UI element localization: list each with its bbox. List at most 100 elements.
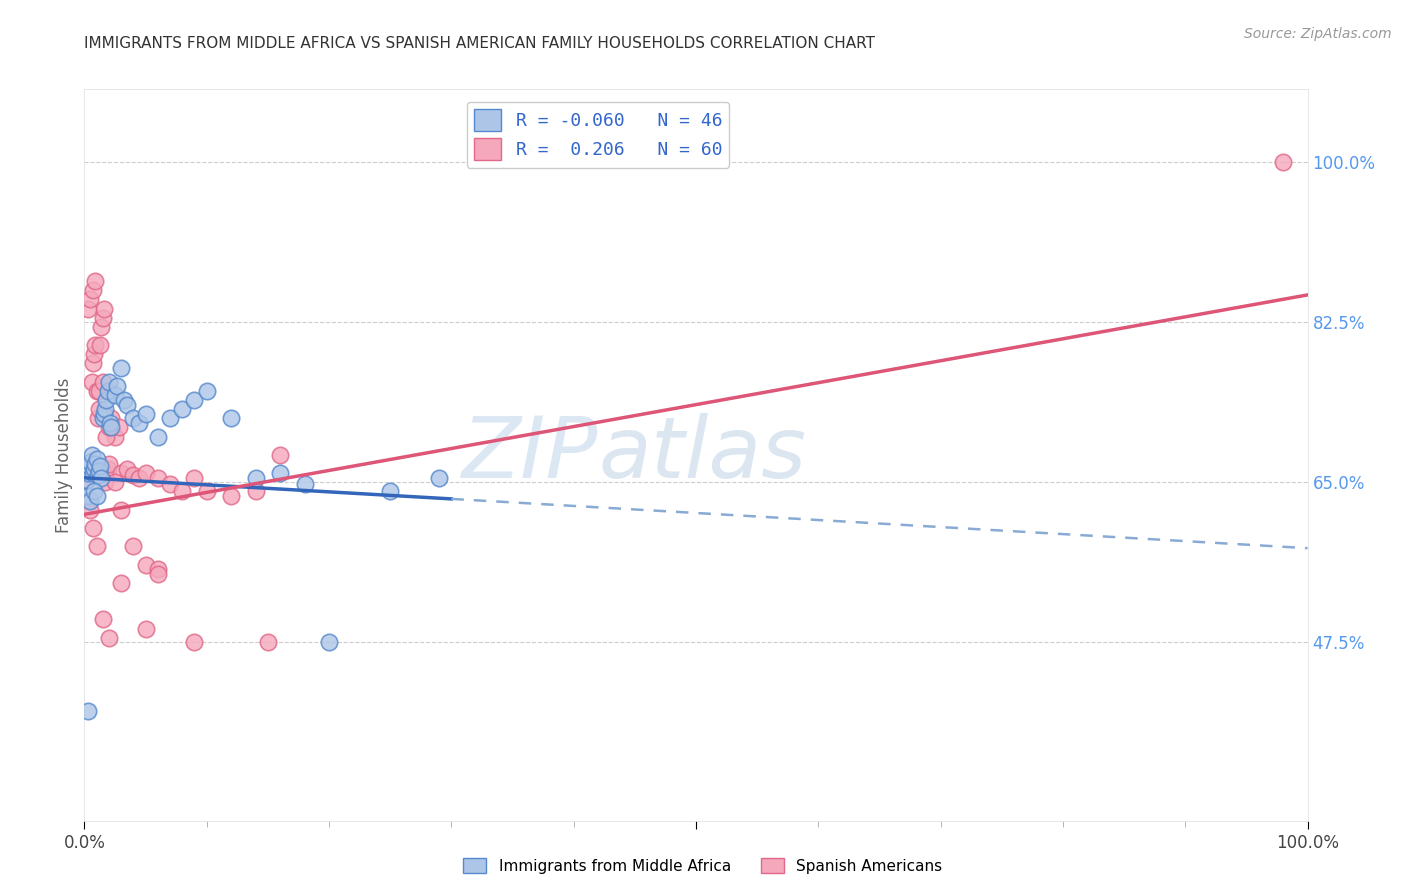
Point	[84, 274, 107, 288]
Point	[87, 468, 110, 483]
Point	[79, 493, 101, 508]
Text: ZIP: ZIP	[461, 413, 598, 497]
Point	[79, 293, 101, 307]
Point	[86, 384, 108, 398]
Point	[100, 411, 122, 425]
Point	[91, 613, 114, 627]
Point	[146, 566, 169, 581]
Point	[80, 375, 103, 389]
Point	[97, 420, 120, 434]
Point	[76, 473, 98, 487]
Point	[87, 402, 110, 417]
Point	[87, 411, 110, 425]
Point	[105, 379, 128, 393]
Point	[104, 388, 127, 402]
Point	[90, 471, 112, 485]
Point	[146, 471, 169, 485]
Point	[86, 489, 108, 503]
Point	[128, 416, 150, 430]
Point	[159, 477, 181, 491]
Point	[89, 458, 111, 473]
Point	[77, 458, 100, 473]
Point	[219, 411, 242, 425]
Point	[135, 558, 157, 572]
Point	[79, 455, 101, 469]
Point	[80, 448, 103, 462]
Legend: Immigrants from Middle Africa, Spanish Americans: Immigrants from Middle Africa, Spanish A…	[457, 852, 949, 880]
Point	[79, 503, 101, 517]
Point	[86, 539, 108, 553]
Point	[82, 466, 104, 480]
Point	[100, 420, 122, 434]
Point	[98, 416, 121, 430]
Point	[87, 384, 110, 398]
Point	[115, 398, 138, 412]
Point	[112, 393, 135, 408]
Point	[97, 457, 120, 471]
Point	[172, 484, 194, 499]
Point	[183, 393, 205, 408]
Point	[89, 338, 111, 352]
Point	[87, 464, 110, 478]
Point	[86, 452, 108, 467]
Point	[195, 384, 218, 398]
Point	[77, 458, 100, 473]
Point	[77, 466, 100, 480]
Point	[269, 448, 291, 462]
Point	[97, 631, 120, 645]
Point	[90, 320, 112, 334]
Point	[318, 635, 340, 649]
Point	[96, 466, 118, 480]
Point	[183, 471, 205, 485]
Point	[82, 356, 104, 371]
Point	[91, 375, 114, 389]
Point	[76, 473, 98, 487]
Point	[135, 622, 157, 636]
Point	[91, 310, 114, 325]
Point	[122, 411, 145, 425]
Point	[122, 468, 145, 483]
Legend: R = -0.060   N = 46, R =  0.206   N = 60: R = -0.060 N = 46, R = 0.206 N = 60	[467, 102, 730, 168]
Y-axis label: Family Households: Family Households	[55, 377, 73, 533]
Point	[96, 393, 118, 408]
Point	[1272, 155, 1295, 169]
Point	[257, 635, 280, 649]
Point	[122, 539, 145, 553]
Point	[83, 484, 105, 499]
Point	[91, 411, 114, 425]
Point	[77, 489, 100, 503]
Point	[94, 475, 117, 490]
Point	[77, 466, 100, 480]
Point	[110, 503, 132, 517]
Point	[107, 420, 129, 434]
Point	[146, 562, 169, 576]
Point	[115, 461, 138, 475]
Point	[82, 284, 104, 298]
Point	[97, 375, 120, 389]
Point	[97, 384, 120, 398]
Point	[245, 484, 267, 499]
Point	[146, 430, 169, 444]
Point	[219, 489, 242, 503]
Point	[427, 471, 450, 485]
Point	[79, 455, 101, 469]
Point	[104, 430, 127, 444]
Point	[83, 347, 105, 361]
Point	[110, 576, 132, 591]
Point	[195, 484, 218, 499]
Point	[82, 521, 104, 535]
Point	[97, 461, 120, 475]
Point	[93, 407, 115, 421]
Point	[83, 461, 105, 475]
Point	[172, 402, 194, 417]
Point	[77, 704, 100, 718]
Point	[96, 430, 118, 444]
Point	[245, 471, 267, 485]
Point	[110, 361, 132, 376]
Point	[104, 475, 127, 490]
Text: IMMIGRANTS FROM MIDDLE AFRICA VS SPANISH AMERICAN FAMILY HOUSEHOLDS CORRELATION : IMMIGRANTS FROM MIDDLE AFRICA VS SPANISH…	[84, 36, 876, 51]
Point	[380, 484, 402, 499]
Point	[77, 301, 100, 316]
Point	[135, 407, 157, 421]
Point	[294, 477, 316, 491]
